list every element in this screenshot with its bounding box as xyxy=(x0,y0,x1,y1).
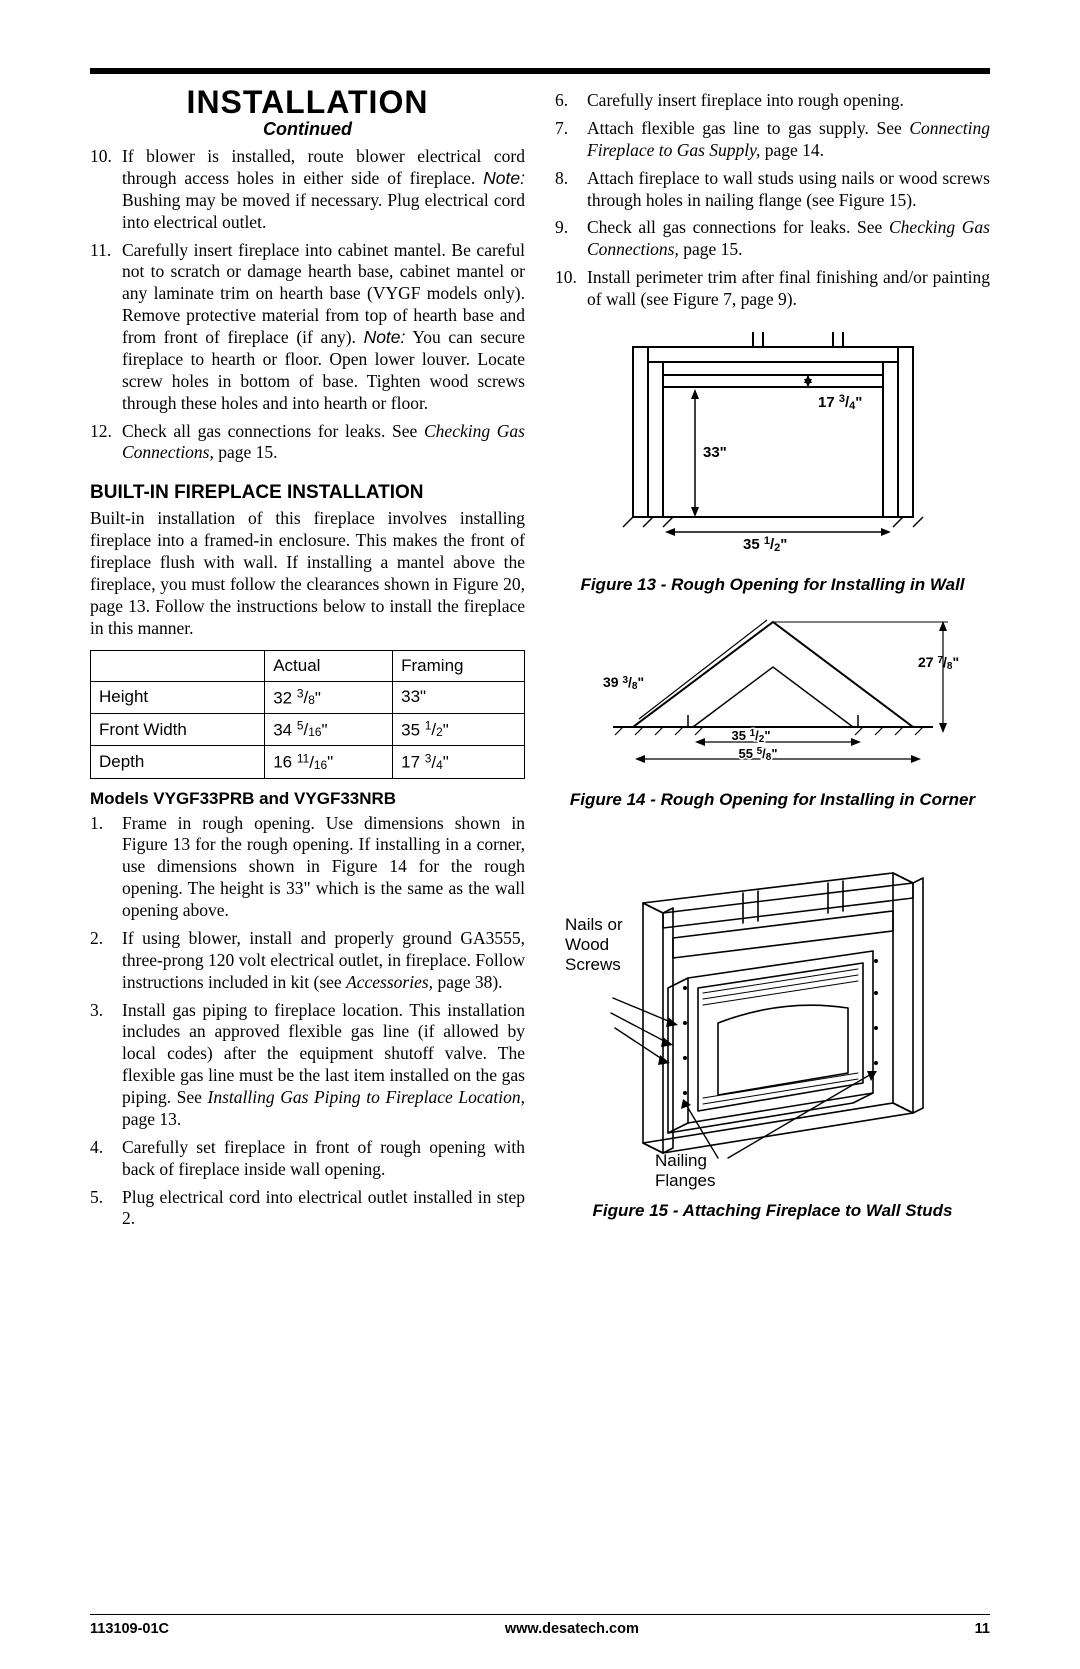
list-item: 2.If using blower, install and properly … xyxy=(90,928,525,994)
fig15-caption: Figure 15 - Attaching Fireplace to Wall … xyxy=(555,1201,990,1221)
figure-15: Nails or Wood Screws Nailing Flanges xyxy=(555,823,990,1193)
fig14-h: 27 xyxy=(918,654,937,670)
footer: 113109-01C www.desatech.com 11 xyxy=(90,1614,990,1637)
right-col: 6.Carefully insert fireplace into rough … xyxy=(555,84,990,1236)
list-item: 10.Install perimeter trim after final fi… xyxy=(555,267,990,311)
list-item: 4.Carefully set fireplace in front of ro… xyxy=(90,1137,525,1181)
table-row: ActualFraming xyxy=(91,650,525,681)
footer-center: www.desatech.com xyxy=(505,1621,639,1637)
dimensions-table: ActualFraming Height32 3/8"33" Front Wid… xyxy=(90,650,525,779)
continued-label: Continued xyxy=(90,119,525,140)
left-list-b: 1.Frame in rough opening. Use dimensions… xyxy=(90,813,525,1231)
two-columns: INSTALLATION Continued 10.If blower is i… xyxy=(90,84,990,1236)
footer-right: 11 xyxy=(975,1621,990,1637)
svg-text:35 1/2": 35 1/2" xyxy=(743,535,787,554)
fig14-a: 39 xyxy=(603,674,622,690)
list-item: 12.Check all gas connections for leaks. … xyxy=(90,421,525,465)
figure-14: 39 3/8" 35 1/2" 55 5/8" 27 7/8" xyxy=(555,607,990,782)
svg-text:17 3/4": 17 3/4" xyxy=(818,393,862,412)
list-item: 10.If blower is installed, route blower … xyxy=(90,146,525,234)
fig15-label-nails: Nails or Wood Screws xyxy=(565,915,623,975)
fig13-caption: Figure 13 - Rough Opening for Installing… xyxy=(555,575,990,595)
models-heading: Models VYGF33PRB and VYGF33NRB xyxy=(90,789,525,809)
svg-text:27 7/8": 27 7/8" xyxy=(918,654,959,672)
svg-text:55 5/8": 55 5/8" xyxy=(738,746,777,763)
builtin-heading: BUILT-IN FIREPLACE INSTALLATION xyxy=(90,482,525,504)
footer-left: 113109-01C xyxy=(90,1621,169,1637)
right-list: 6.Carefully insert fireplace into rough … xyxy=(555,90,990,311)
fig13-d: 17 xyxy=(818,394,839,411)
left-col: INSTALLATION Continued 10.If blower is i… xyxy=(90,84,525,1236)
builtin-paragraph: Built-in installation of this fireplace … xyxy=(90,508,525,639)
list-item: 6.Carefully insert fireplace into rough … xyxy=(555,90,990,112)
figure-13: 33" 17 3/4" 35 1/2" xyxy=(555,317,990,567)
fig13-w: 35 xyxy=(743,536,764,553)
list-item: 5.Plug electrical cord into electrical o… xyxy=(90,1187,525,1231)
table-row: Height32 3/8"33" xyxy=(91,681,525,713)
list-item: 11.Carefully insert fireplace into cabin… xyxy=(90,240,525,415)
list-item: 9.Check all gas connections for leaks. S… xyxy=(555,217,990,261)
left-list-a: 10.If blower is installed, route blower … xyxy=(90,146,525,464)
list-item: 1.Frame in rough opening. Use dimensions… xyxy=(90,813,525,922)
fig15-label-flanges: Nailing Flanges xyxy=(655,1151,715,1191)
top-rule xyxy=(90,68,990,74)
list-item: 8.Attach fireplace to wall studs using n… xyxy=(555,168,990,212)
list-item: 7.Attach flexible gas line to gas supply… xyxy=(555,118,990,162)
fig14-b: 35 xyxy=(731,728,749,743)
fig14-caption: Figure 14 - Rough Opening for Installing… xyxy=(555,790,990,810)
table-row: Depth16 11/16"17 3/4" xyxy=(91,746,525,778)
fig13-h: 33" xyxy=(703,444,727,461)
fig14-c: 55 xyxy=(738,746,756,761)
table-row: Front Width34 5/16"35 1/2" xyxy=(91,713,525,745)
svg-text:39 3/8": 39 3/8" xyxy=(603,674,644,692)
list-item: 3.Install gas piping to fireplace locati… xyxy=(90,1000,525,1131)
page-title: INSTALLATION xyxy=(90,84,525,121)
